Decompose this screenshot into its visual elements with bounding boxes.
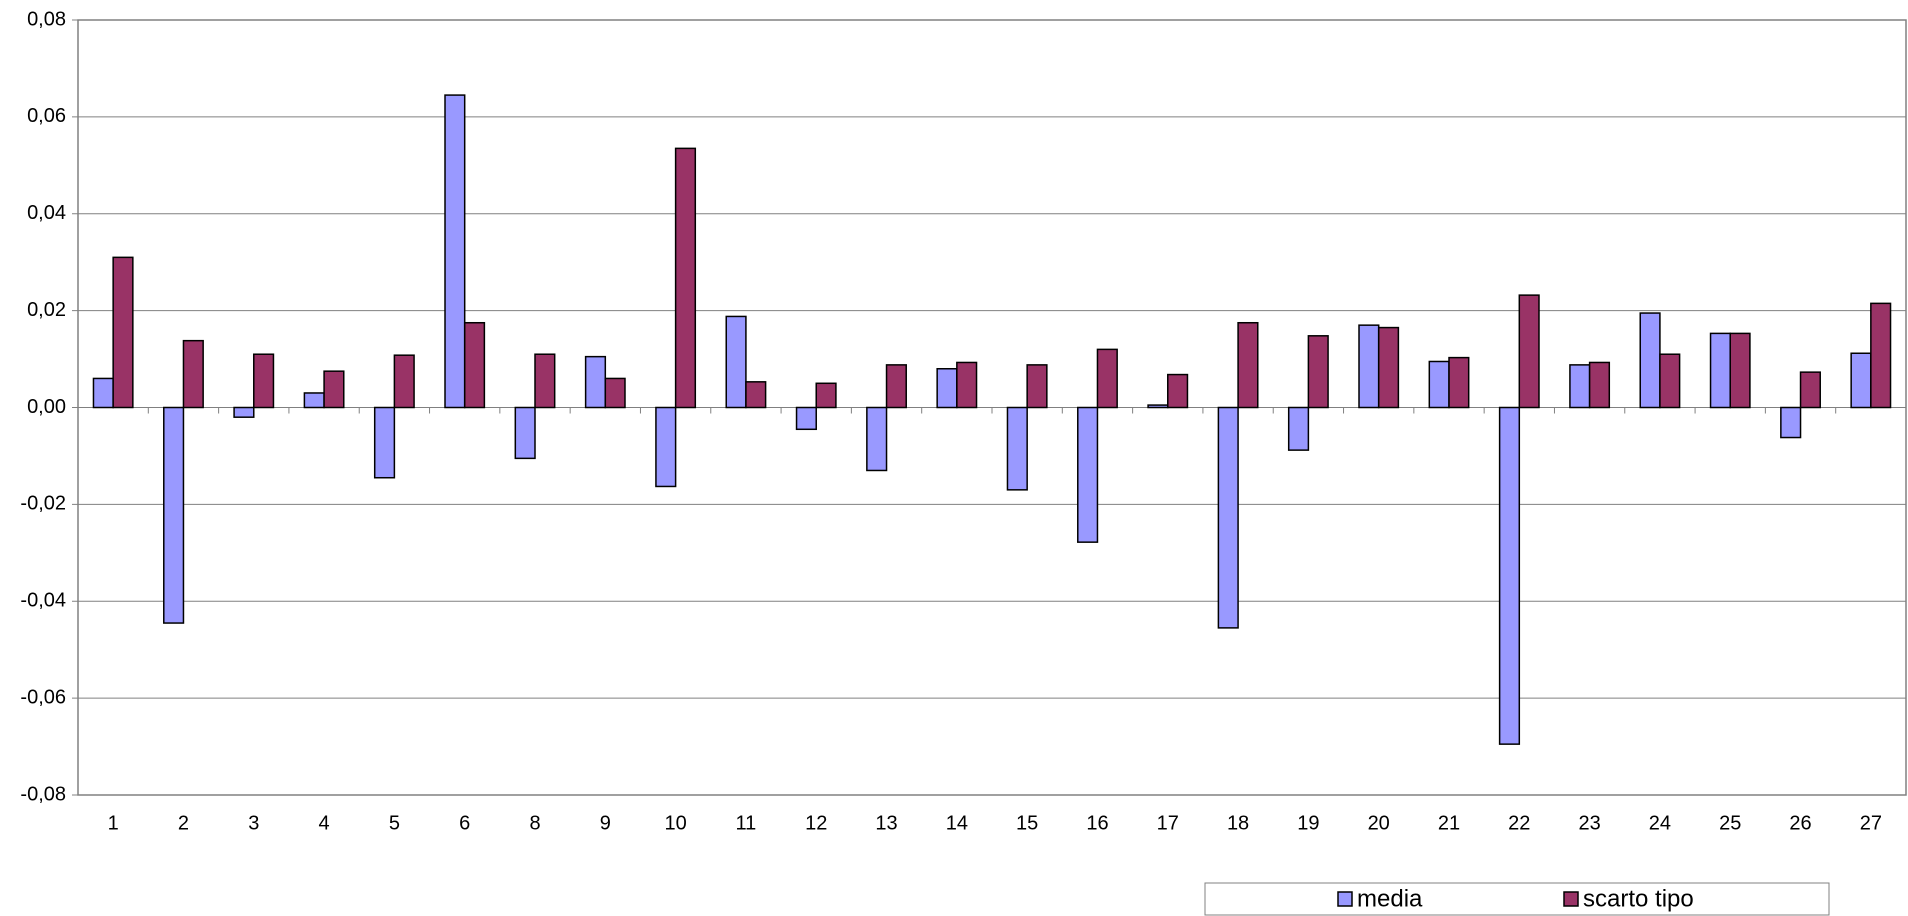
bar: [745, 381, 767, 409]
bar: [1147, 404, 1169, 409]
y-tick-label: 0,02: [27, 299, 66, 321]
x-tick-label: 8: [529, 812, 540, 834]
legend-label: media: [1357, 885, 1423, 912]
y-tick-label: 0,06: [27, 105, 66, 127]
bar: [233, 406, 255, 418]
bar: [1358, 324, 1380, 409]
y-tick-label: -0,02: [20, 493, 66, 515]
bar: [323, 370, 345, 409]
bar: [604, 377, 626, 409]
bar: [1077, 406, 1099, 543]
bar: [936, 368, 958, 409]
bar: [866, 406, 888, 472]
x-tick-label: 14: [946, 812, 968, 834]
x-tick-label: 11: [736, 812, 757, 834]
bar: [1307, 335, 1329, 409]
x-tick-label: 23: [1578, 812, 1600, 834]
y-tick-label: 0,04: [27, 202, 66, 224]
bar: [534, 353, 556, 409]
bar: [1448, 356, 1470, 409]
x-tick-label: 26: [1789, 812, 1811, 834]
bar: [885, 364, 907, 409]
bar: [1498, 406, 1521, 745]
bar: [1428, 360, 1450, 409]
bar: [112, 256, 134, 409]
bar: [514, 406, 536, 460]
bar: [1167, 373, 1189, 409]
bar: [1659, 353, 1681, 409]
x-tick-label: 16: [1086, 812, 1108, 834]
bar: [1217, 406, 1239, 629]
bar: [92, 377, 114, 409]
bar: [373, 406, 396, 479]
y-tick-label: 0,08: [27, 8, 66, 30]
bar: [655, 406, 677, 488]
x-tick-label: 13: [875, 812, 897, 834]
bar: [815, 382, 837, 409]
x-tick-label: 15: [1016, 812, 1038, 834]
x-tick-label: 27: [1860, 812, 1882, 834]
bar: [584, 355, 607, 409]
bar: [1518, 294, 1540, 409]
bar: [1287, 406, 1310, 451]
bar: [253, 353, 275, 409]
x-tick-label: 19: [1297, 812, 1319, 834]
bar: [393, 354, 415, 409]
bar: [444, 94, 466, 409]
x-tick-label: 22: [1508, 812, 1530, 834]
bar: [1799, 371, 1821, 409]
x-tick-label: 6: [459, 812, 470, 834]
bar: [1006, 406, 1028, 491]
x-tick-label: 4: [319, 812, 330, 834]
x-tick-label: 25: [1719, 812, 1741, 834]
x-tick-label: 24: [1649, 812, 1671, 834]
bar: [1096, 348, 1118, 409]
x-tick-label: 9: [600, 812, 611, 834]
x-tick-label: 21: [1438, 812, 1460, 834]
y-tick-label: -0,04: [20, 590, 66, 612]
x-tick-label: 1: [108, 812, 119, 834]
bar: [1780, 406, 1802, 439]
legend-swatch: [1563, 891, 1579, 907]
x-tick-label: 2: [178, 812, 189, 834]
bar: [1639, 312, 1661, 409]
bar: [1588, 361, 1611, 409]
x-tick-label: 12: [805, 812, 827, 834]
x-tick-label: 10: [664, 812, 686, 834]
legend-label: scarto tipo: [1583, 885, 1694, 912]
bar: [463, 321, 486, 409]
x-tick-label: 3: [248, 812, 259, 834]
bar: [795, 406, 817, 431]
bar: [1026, 364, 1048, 409]
x-tick-label: 20: [1368, 812, 1390, 834]
bar: [725, 315, 747, 409]
x-tick-label: 18: [1227, 812, 1249, 834]
x-tick-label: 17: [1157, 812, 1179, 834]
bar: [956, 361, 978, 409]
bar: [182, 339, 204, 409]
bar: [303, 392, 325, 409]
bar: [1729, 332, 1751, 409]
bar: [1709, 332, 1731, 409]
y-tick-label: -0,08: [20, 783, 66, 805]
x-tick-label: 5: [389, 812, 400, 834]
legend-swatch: [1337, 891, 1353, 907]
bar: [1870, 302, 1892, 409]
bar: [1850, 352, 1872, 409]
bar: [1377, 326, 1400, 409]
bar: [1569, 364, 1591, 409]
bar: [1237, 321, 1259, 409]
y-tick-label: 0,00: [27, 396, 66, 418]
y-tick-label: -0,06: [20, 686, 66, 708]
bar: [674, 147, 697, 409]
legend-box: [1204, 882, 1830, 916]
bar: [163, 406, 185, 624]
